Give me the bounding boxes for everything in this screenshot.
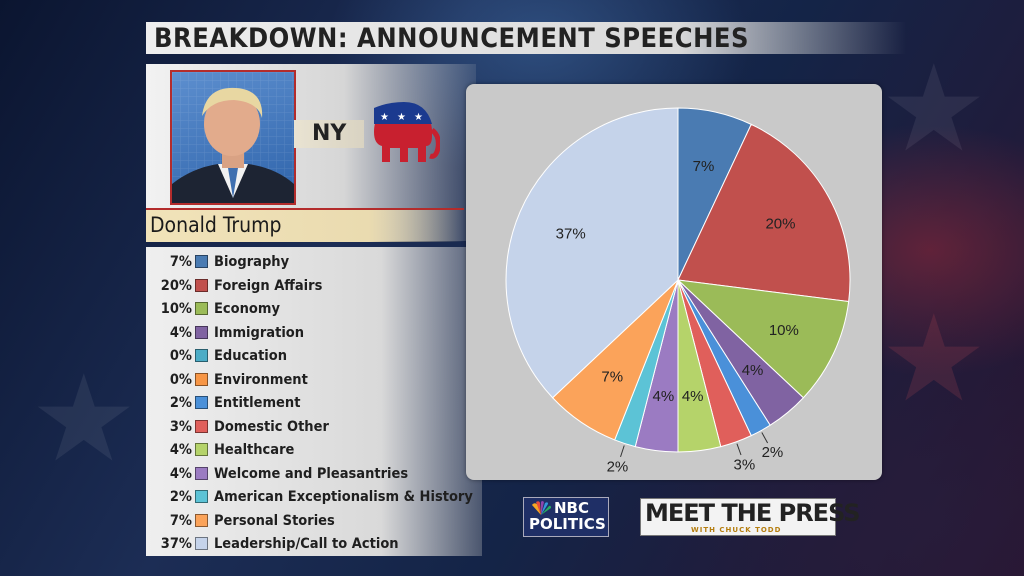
- legend-percent: 2%: [169, 395, 192, 411]
- state-badge: NY: [294, 120, 364, 148]
- politics-logo-text: POLITICS: [529, 515, 606, 533]
- legend-percent: 10%: [160, 301, 192, 317]
- nbc-politics-logo: NBC POLITICS: [523, 497, 609, 537]
- legend-swatch: [195, 443, 208, 456]
- candidate-name-bar: Donald Trump: [146, 208, 464, 242]
- legend-swatch: [195, 396, 208, 409]
- legend-item: 37% Leadership/Call to Action: [146, 533, 482, 555]
- legend-item: 3% Domestic Other: [146, 416, 482, 438]
- legend-percent: 4%: [169, 324, 192, 341]
- legend-label: Leadership/Call to Action: [214, 536, 399, 552]
- legend-percent: 4%: [169, 442, 192, 458]
- legend-label: Environment: [214, 371, 308, 388]
- leader-line: [736, 443, 742, 456]
- legend-label: Healthcare: [214, 442, 295, 458]
- legend-item: 7% Biography: [146, 251, 482, 273]
- legend-percent: 37%: [160, 536, 192, 552]
- legend-swatch: [195, 537, 208, 550]
- leader-line: [620, 445, 625, 458]
- legend-label: Economy: [214, 301, 280, 317]
- title-bar: BREAKDOWN: ANNOUNCEMENT SPEECHES: [146, 22, 906, 54]
- legend-item: 4% Healthcare: [146, 439, 482, 461]
- slice-label: 2%: [607, 458, 629, 475]
- legend-label: Foreign Affairs: [214, 277, 323, 294]
- legend-label: Entitlement: [214, 395, 301, 411]
- legend-swatch: [195, 419, 208, 433]
- legend-item: 4% Immigration: [146, 322, 482, 344]
- meet-the-press-logo: MEET THE PRESS WITH CHUCK TODD: [640, 498, 861, 536]
- legend-swatch: [195, 278, 208, 292]
- state-label: NY: [312, 121, 347, 146]
- legend-percent: 7%: [169, 512, 192, 529]
- legend-panel: 7% Biography 20% Foreign Affairs 10% Economy 4…: [146, 247, 482, 556]
- legend-swatch: [195, 302, 208, 315]
- slice-label: 3%: [734, 456, 756, 473]
- legend-label: Biography: [214, 254, 290, 270]
- chuck-todd-text: WITH CHUCK TODD: [691, 526, 782, 534]
- slice-label: 7%: [601, 369, 623, 386]
- meet-the-press-text: MEET THE PRESS: [645, 499, 861, 527]
- legend-percent: 4%: [169, 465, 192, 482]
- legend-item: 0% Environment: [146, 369, 482, 391]
- legend-label: American Exceptionalism & History: [214, 489, 473, 505]
- chart-panel: 7% 20% 10% 4% 2% 3% 4% 4% 2% 7% 37%: [466, 84, 882, 480]
- legend-item: 0% Education: [146, 345, 482, 367]
- svg-text:★: ★: [380, 112, 389, 123]
- candidate-name: Donald Trump: [150, 213, 282, 237]
- candidate-portrait: [172, 72, 294, 203]
- slice-label: 4%: [742, 362, 764, 379]
- slice-label: 4%: [652, 388, 674, 405]
- legend-label: Welcome and Pleasantries: [214, 465, 409, 482]
- candidate-photo: [170, 70, 296, 205]
- legend-swatch: [195, 490, 208, 503]
- background-star: ★: [880, 290, 988, 429]
- legend-item: 10% Economy: [146, 298, 482, 320]
- legend-percent: 20%: [160, 277, 192, 294]
- svg-text:★: ★: [414, 112, 423, 123]
- legend-item: 4% Welcome and Pleasantries: [146, 463, 482, 485]
- slice-label: 10%: [769, 322, 799, 339]
- background-star: ★: [880, 40, 988, 179]
- legend-swatch: [195, 325, 208, 339]
- nbc-logo-text: NBC: [554, 499, 589, 517]
- legend-label: Personal Stories: [214, 512, 335, 529]
- pie-slice: [505, 107, 679, 399]
- legend-swatch: [195, 255, 208, 268]
- svg-text:★: ★: [397, 112, 406, 123]
- pie-chart: 7% 20% 10% 4% 2% 3% 4% 4% 2% 7% 37%: [505, 107, 851, 475]
- legend-label: Domestic Other: [214, 418, 329, 435]
- legend-percent: 0%: [169, 348, 192, 364]
- background-star: ★: [30, 350, 138, 489]
- legend-label: Immigration: [214, 324, 305, 341]
- legend-percent: 7%: [169, 254, 192, 270]
- legend-swatch: [195, 513, 208, 527]
- legend-swatch: [195, 466, 208, 480]
- legend-item: 2% Entitlement: [146, 392, 482, 414]
- legend-label: Education: [214, 348, 288, 364]
- candidate-panel: NY ★ ★ ★ Donald Trump: [146, 64, 476, 242]
- slice-label: 4%: [682, 388, 704, 405]
- legend-swatch: [195, 372, 208, 386]
- legend-item: 20% Foreign Affairs: [146, 275, 482, 297]
- legend-item: 2% American Exceptionalism & History: [146, 486, 482, 508]
- legend-percent: 0%: [169, 371, 192, 388]
- slice-label: 7%: [693, 158, 715, 175]
- republican-elephant-icon: ★ ★ ★: [374, 102, 440, 162]
- page-title: BREAKDOWN: ANNOUNCEMENT SPEECHES: [154, 23, 749, 54]
- leader-line: [761, 432, 769, 444]
- slice-label: 2%: [762, 444, 784, 461]
- slice-label: 20%: [765, 216, 795, 233]
- legend-swatch: [195, 349, 208, 362]
- legend-percent: 3%: [169, 418, 192, 435]
- legend-percent: 2%: [169, 489, 192, 505]
- pie-slice: [677, 123, 851, 303]
- pie-slice: [676, 279, 850, 399]
- slice-label: 37%: [556, 226, 586, 243]
- peacock-icon: [532, 501, 551, 515]
- legend-item: 7% Personal Stories: [146, 510, 482, 532]
